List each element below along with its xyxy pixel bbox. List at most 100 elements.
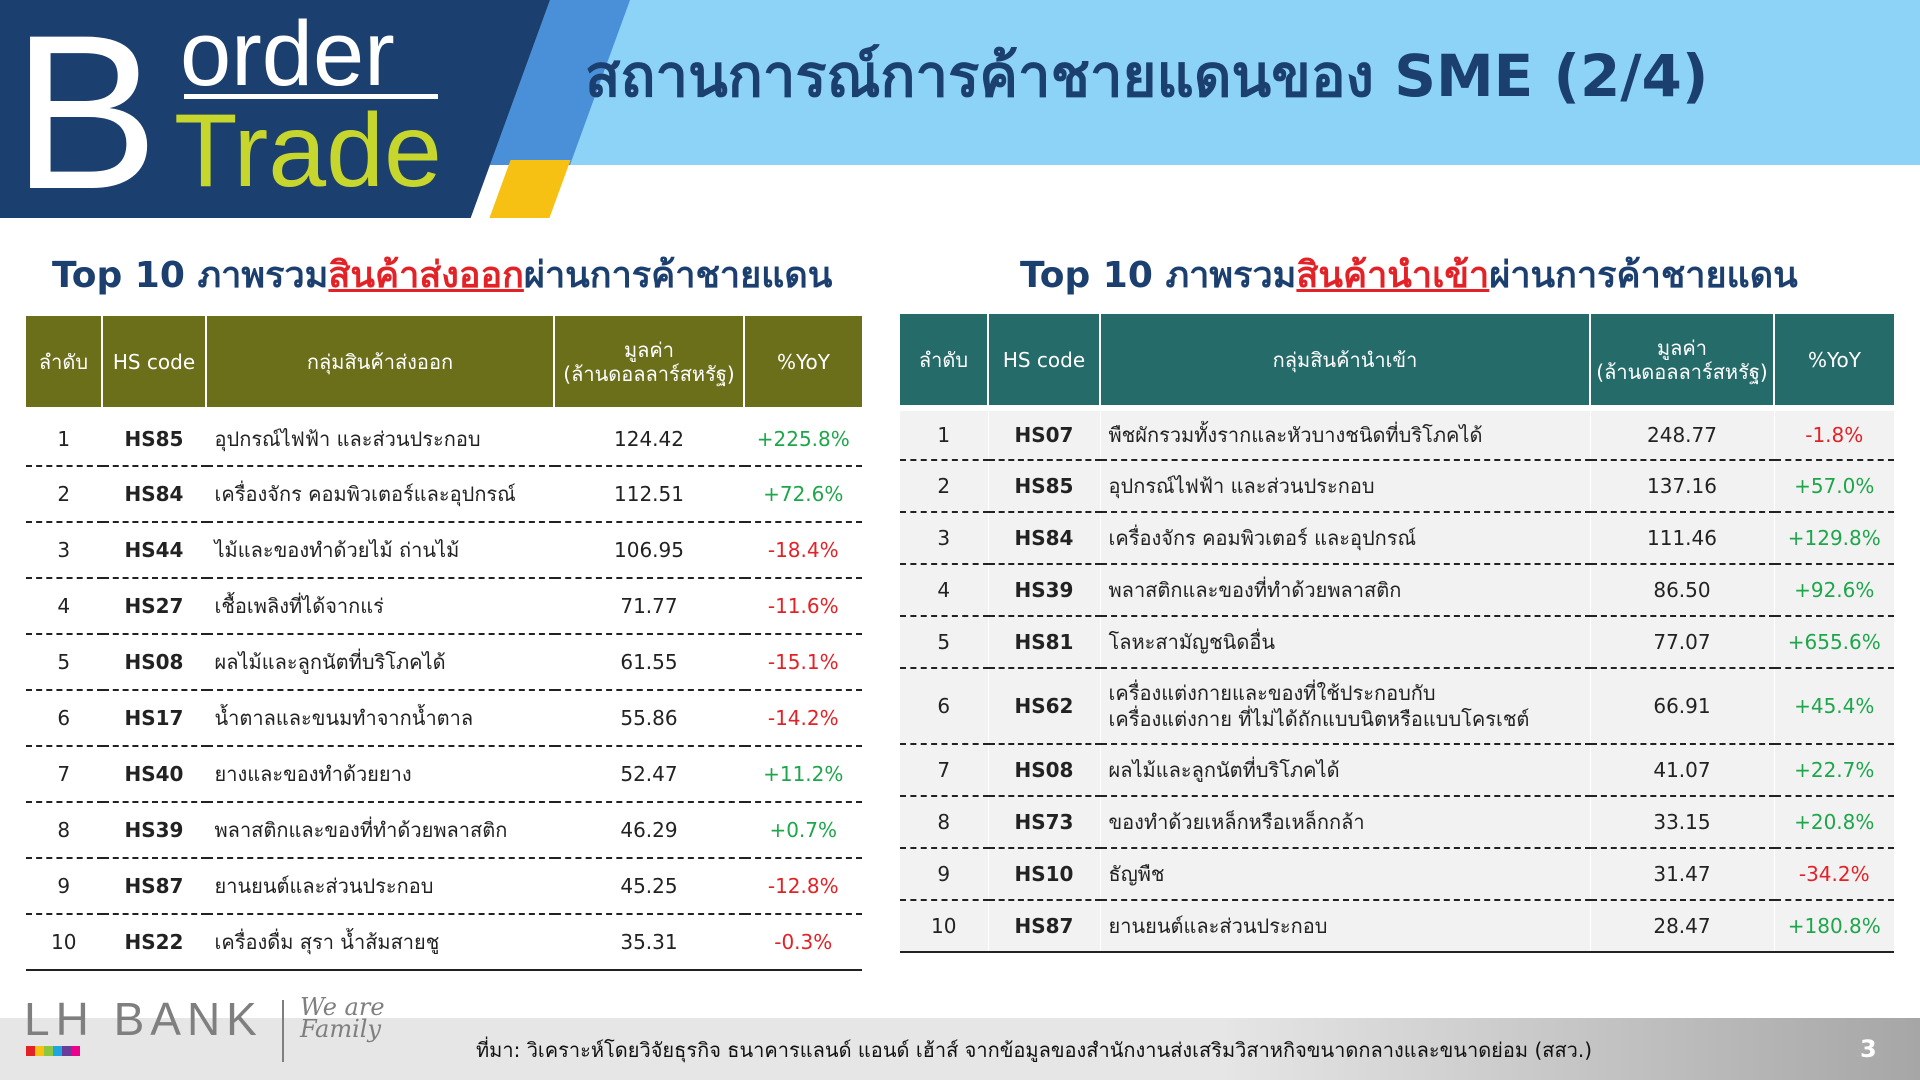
col-rank: ลำดับ xyxy=(26,316,103,410)
yoy-cell: +225.8% xyxy=(744,407,862,467)
product-name-line-2: เครื่องแต่งกาย ที่ไม่ได้ถักแบบนิตหรือแบบ… xyxy=(1108,707,1530,731)
brand-logo: LH BANK xyxy=(24,993,263,1045)
product-name-cell: ธัญพืช xyxy=(1100,848,1591,901)
brand-color-stripes xyxy=(26,1046,80,1056)
product-name-cell: โลหะสามัญชนิดอื่น xyxy=(1100,616,1591,669)
product-name-cell: ยานยนต์และส่วนประกอบ xyxy=(1100,900,1591,953)
product-name-cell: ของทำด้วยเหล็กหรือเหล็กกล้า xyxy=(1100,796,1591,849)
col-hs-code: HS code xyxy=(102,316,207,410)
product-name-line: เครื่องจักร คอมพิวเตอร์ และอุปกรณ์ xyxy=(1108,526,1417,550)
hs-code-cell: HS10 xyxy=(988,848,1101,901)
col-value-line2: (ล้านดอลลาร์สหรัฐ) xyxy=(1596,359,1768,384)
value-cell: 45.25 xyxy=(554,858,745,915)
product-name-cell: อุปกรณ์ไฟฟ้า และส่วนประกอบ xyxy=(1100,460,1591,513)
value-cell: 106.95 xyxy=(554,522,745,579)
product-name-cell: ผลไม้และลูกนัตที่บริโภคได้ xyxy=(1100,744,1591,797)
hs-code-cell: HS73 xyxy=(988,796,1101,849)
product-name-cell: ยางและของทำด้วยยาง xyxy=(206,746,555,803)
product-name-cell: พลาสติกและของที่ทำด้วยพลาสติก xyxy=(1100,564,1591,617)
col-value-line1: มูลค่า xyxy=(1656,335,1708,360)
col-rank: ลำดับ xyxy=(900,314,989,408)
product-name-cell: ผลไม้และลูกนัตที่บริโภคได้ xyxy=(206,634,555,691)
logo-word-order: order xyxy=(180,3,395,105)
rank-cell: 8 xyxy=(26,802,103,859)
table-row: 6 HS17 น้ำตาลและขนมทำจากน้ำตาล 55.86 -14.2% xyxy=(26,690,862,747)
value-cell: 66.91 xyxy=(1590,668,1775,745)
table-row: 8 HS73 ของทำด้วยเหล็กหรือเหล็กกล้า 33.15 +20… xyxy=(900,796,1894,849)
yoy-cell: -1.8% xyxy=(1774,405,1894,461)
product-name-line: ธัญพืช xyxy=(1108,862,1165,886)
value-cell: 31.47 xyxy=(1590,848,1775,901)
hs-code-cell: HS39 xyxy=(988,564,1101,617)
rank-cell: 1 xyxy=(26,407,103,467)
hs-code-cell: HS39 xyxy=(102,802,207,859)
rank-cell: 6 xyxy=(26,690,103,747)
col-value-line2: (ล้านดอลลาร์สหรัฐ) xyxy=(563,361,735,386)
export-section-title: Top 10 ภาพรวมสินค้าส่งออกผ่านการค้าชายแด… xyxy=(52,250,832,302)
product-name-cell: พลาสติกและของที่ทำด้วยพลาสติก xyxy=(206,802,555,859)
yoy-cell: -15.1% xyxy=(744,634,862,691)
product-name-line: ยานยนต์และส่วนประกอบ xyxy=(1108,914,1328,938)
brand-tagline: We are Family xyxy=(300,993,385,1043)
hs-code-cell: HS81 xyxy=(988,616,1101,669)
product-name-line: ของทำด้วยเหล็กหรือเหล็กกล้า xyxy=(1108,810,1365,834)
import-title-suffix: ผ่านการค้าชายแดน xyxy=(1489,255,1798,296)
hs-code-cell: HS17 xyxy=(102,690,207,747)
value-cell: 35.31 xyxy=(554,914,745,971)
yoy-cell: +92.6% xyxy=(1774,564,1894,617)
brand-stripe xyxy=(44,1046,53,1056)
export-table: ลำดับ HS code กลุ่มสินค้าส่งออก มูลค่า (ล… xyxy=(26,316,862,971)
table-row: 7 HS08 ผลไม้และลูกนัตที่บริโภคได้ 41.07 +22.… xyxy=(900,744,1894,797)
export-title-prefix: Top 10 ภาพรวม xyxy=(52,255,329,296)
yoy-cell: -0.3% xyxy=(744,914,862,971)
yoy-cell: -34.2% xyxy=(1774,848,1894,901)
hs-code-cell: HS84 xyxy=(102,466,207,523)
product-name-cell: เชื้อเพลิงที่ได้จากแร่ xyxy=(206,578,555,635)
col-product-group: กลุ่มสินค้านำเข้า xyxy=(1100,314,1591,408)
brand-stripe xyxy=(26,1046,35,1056)
import-table: ลำดับ HS code กลุ่มสินค้านำเข้า มูลค่า (ล… xyxy=(900,314,1894,953)
col-value-line1: มูลค่า xyxy=(623,337,675,362)
brand-stripe xyxy=(71,1046,80,1056)
page-title: สถานการณ์การค้าชายแดนของ SME (2/4) xyxy=(585,42,1709,110)
rank-cell: 2 xyxy=(900,460,989,513)
value-cell: 33.15 xyxy=(1590,796,1775,849)
value-cell: 124.42 xyxy=(554,407,745,467)
rank-cell: 5 xyxy=(900,616,989,669)
product-name-line: อุปกรณ์ไฟฟ้า และส่วนประกอบ xyxy=(214,427,481,451)
yoy-cell: +57.0% xyxy=(1774,460,1894,513)
page-number: 3 xyxy=(1860,1035,1877,1063)
product-name-cell: อุปกรณ์ไฟฟ้า และส่วนประกอบ xyxy=(206,407,555,467)
yoy-cell: +180.8% xyxy=(1774,900,1894,953)
product-name-line: พืชผักรวมทั้งรากและหัวบางชนิดที่บริโภคได… xyxy=(1108,423,1483,447)
table-row: 10 HS87 ยานยนต์และส่วนประกอบ 28.47 +180.8% xyxy=(900,900,1894,953)
import-header-row: ลำดับ HS code กลุ่มสินค้านำเข้า มูลค่า (ล… xyxy=(900,314,1894,408)
product-name-line: ผลไม้และลูกนัตที่บริโภคได้ xyxy=(1108,758,1340,782)
product-name-line: เครื่องจักร คอมพิวเตอร์และอุปกรณ์ xyxy=(214,482,516,506)
hs-code-cell: HS87 xyxy=(102,858,207,915)
product-name-line: เครื่องแต่งกายและของที่ใช้ประกอบกับ xyxy=(1108,681,1436,705)
rank-cell: 9 xyxy=(900,848,989,901)
table-row: 10 HS22 เครื่องดื่ม สุรา น้ำส้มสายชู 35.31-… xyxy=(26,914,862,971)
table-row: 4 HS27 เชื้อเพลิงที่ได้จากแร่ 71.77 -11.6% xyxy=(26,578,862,635)
product-name-line: ไม้และของทำด้วยไม้ ถ่านไม้ xyxy=(214,538,460,562)
value-cell: 61.55 xyxy=(554,634,745,691)
rank-cell: 10 xyxy=(26,914,103,971)
col-value: มูลค่า (ล้านดอลลาร์สหรัฐ) xyxy=(1590,314,1775,408)
brand-separator xyxy=(282,1000,284,1062)
product-name-cell: เครื่องจักร คอมพิวเตอร์และอุปกรณ์ xyxy=(206,466,555,523)
table-row: 8 HS39 พลาสติกและของที่ทำด้วยพลาสติก 46.29 +… xyxy=(26,802,862,859)
rank-cell: 3 xyxy=(26,522,103,579)
table-row: 3 HS44 ไม้และของทำด้วยไม้ ถ่านไม้ 106.95 -18… xyxy=(26,522,862,579)
product-name-line: พลาสติกและของที่ทำด้วยพลาสติก xyxy=(1108,578,1402,602)
value-cell: 77.07 xyxy=(1590,616,1775,669)
yoy-cell: -14.2% xyxy=(744,690,862,747)
hs-code-cell: HS85 xyxy=(988,460,1101,513)
product-name-cell: ไม้และของทำด้วยไม้ ถ่านไม้ xyxy=(206,522,555,579)
import-section-title: Top 10 ภาพรวมสินค้านำเข้าผ่านการค้าชายแด… xyxy=(1020,250,1798,302)
value-cell: 55.86 xyxy=(554,690,745,747)
yoy-cell: +655.6% xyxy=(1774,616,1894,669)
table-row: 7 HS40 ยางและของทำด้วยยาง 52.47 +11.2% xyxy=(26,746,862,803)
col-yoy: %YoY xyxy=(1774,314,1894,408)
export-title-highlight: สินค้าส่งออก xyxy=(328,255,524,296)
